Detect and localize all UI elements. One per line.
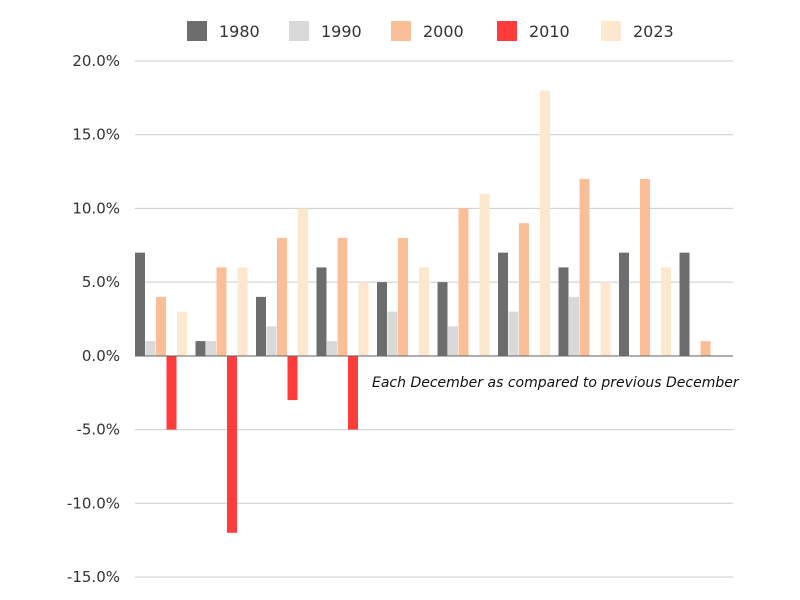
bar-group: [558, 178, 611, 356]
bar-1980: [195, 341, 206, 356]
bar-2000: [519, 223, 529, 356]
bar-2023: [237, 267, 248, 356]
bar-2000: [700, 341, 711, 356]
legend-swatch: [391, 21, 411, 41]
bar-1980: [135, 252, 145, 356]
y-tick-label: 15.0%: [72, 126, 120, 144]
legend-label: 1980: [219, 22, 260, 41]
bar-2000: [337, 237, 348, 356]
legend-label: 1990: [321, 22, 362, 41]
bar-1990: [508, 311, 519, 356]
bar-group: [619, 178, 671, 356]
legend-label: 2010: [529, 22, 570, 41]
bar-2000: [640, 178, 650, 356]
legend: 1980 1990 2000 2010 2023: [187, 21, 674, 41]
bar-1990: [266, 326, 277, 356]
legend-item-2023: 2023: [601, 21, 674, 41]
bar-2000: [216, 267, 227, 356]
bar-2023: [358, 282, 369, 356]
bar-2023: [419, 267, 429, 356]
y-tick-label: -15.0%: [67, 568, 120, 586]
bars: [135, 90, 711, 533]
y-tick-label: 10.0%: [72, 199, 120, 217]
y-tick-label: -10.0%: [67, 494, 120, 512]
bar-2023: [600, 282, 611, 356]
bar-2000: [458, 208, 469, 356]
bar-2000: [579, 178, 590, 356]
bar-2010: [166, 355, 177, 430]
bar-2000: [156, 296, 166, 356]
bar-group: [195, 267, 248, 533]
legend-item-1990: 1990: [289, 21, 362, 41]
bar-1990: [387, 311, 398, 356]
bar-group: [377, 237, 429, 356]
bar-2023: [177, 311, 187, 356]
legend-item-2000: 2000: [391, 21, 464, 41]
bar-1990: [327, 341, 337, 356]
bar-2023: [540, 90, 550, 356]
bar-1990: [569, 296, 579, 356]
legend-swatch: [497, 21, 517, 41]
bar-1980: [437, 282, 448, 356]
bar-group: [679, 252, 711, 356]
bar-2010: [287, 355, 298, 401]
bar-1990: [206, 341, 216, 356]
bar-group: [135, 252, 187, 430]
bar-2023: [298, 208, 308, 356]
legend-swatch: [601, 21, 621, 41]
y-tick-label: 0.0%: [82, 347, 120, 365]
bar-1990: [448, 326, 458, 356]
y-tick-label: -5.0%: [76, 421, 120, 439]
y-tick-label: 20.0%: [72, 52, 120, 70]
legend-label: 2023: [633, 22, 674, 41]
y-axis: 20.0% 15.0% 10.0% 5.0% 0.0% -5.0% -10.0% -15.0%: [67, 52, 120, 586]
y-tick-label: 5.0%: [82, 273, 120, 291]
bar-2010: [227, 355, 237, 533]
bar-1980: [377, 282, 387, 356]
bar-1980: [498, 252, 508, 356]
bar-1980: [679, 252, 690, 356]
bar-2023: [479, 193, 490, 356]
bar-2023: [661, 267, 671, 356]
bar-2000: [277, 237, 287, 356]
bar-1980: [558, 267, 569, 356]
bar-group: [256, 208, 308, 401]
bar-1990: [145, 341, 156, 356]
legend-item-2010: 2010: [497, 21, 570, 41]
bar-1980: [619, 252, 629, 356]
bar-1980: [316, 267, 327, 356]
bar-group: [316, 237, 369, 430]
legend-swatch: [289, 21, 309, 41]
legend-label: 2000: [423, 22, 464, 41]
bar-1980: [256, 296, 266, 356]
legend-swatch: [187, 21, 207, 41]
chart-annotation: Each December as compared to previous De…: [372, 375, 740, 391]
bar-2000: [398, 237, 408, 356]
bar-group: [498, 90, 550, 356]
bar-2010: [348, 355, 358, 430]
legend-item-1980: 1980: [187, 21, 260, 41]
bar-group: [437, 193, 490, 356]
